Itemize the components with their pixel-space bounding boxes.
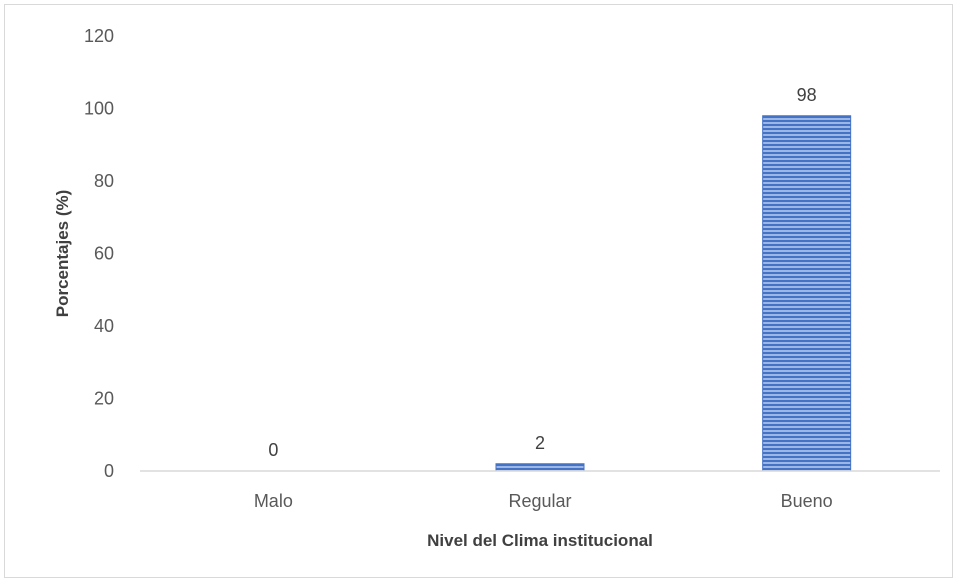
bar-regular	[496, 464, 584, 471]
data-label: 0	[268, 440, 278, 460]
x-tick-label: Bueno	[781, 491, 833, 511]
y-tick-label: 40	[94, 316, 114, 336]
x-tick-label: Regular	[508, 491, 571, 511]
bars	[496, 116, 851, 471]
x-axis-title: Nivel del Clima institucional	[427, 531, 653, 550]
x-tick-label: Malo	[254, 491, 293, 511]
y-tick-label: 60	[94, 244, 114, 264]
data-label: 2	[535, 433, 545, 453]
data-labels: 0 2 98	[268, 85, 816, 460]
y-tick-label: 20	[94, 389, 114, 409]
y-tick-label: 100	[84, 99, 114, 119]
y-tick-label: 80	[94, 171, 114, 191]
y-tick-label: 120	[84, 26, 114, 46]
data-label: 98	[797, 85, 817, 105]
y-tick-label: 0	[104, 461, 114, 481]
y-axis-title: Porcentajes (%)	[53, 190, 72, 318]
bar-bueno	[763, 116, 851, 471]
x-axis-ticks: Malo Regular Bueno	[254, 491, 833, 511]
y-axis-ticks: 0 20 40 60 80 100 120	[84, 26, 114, 481]
